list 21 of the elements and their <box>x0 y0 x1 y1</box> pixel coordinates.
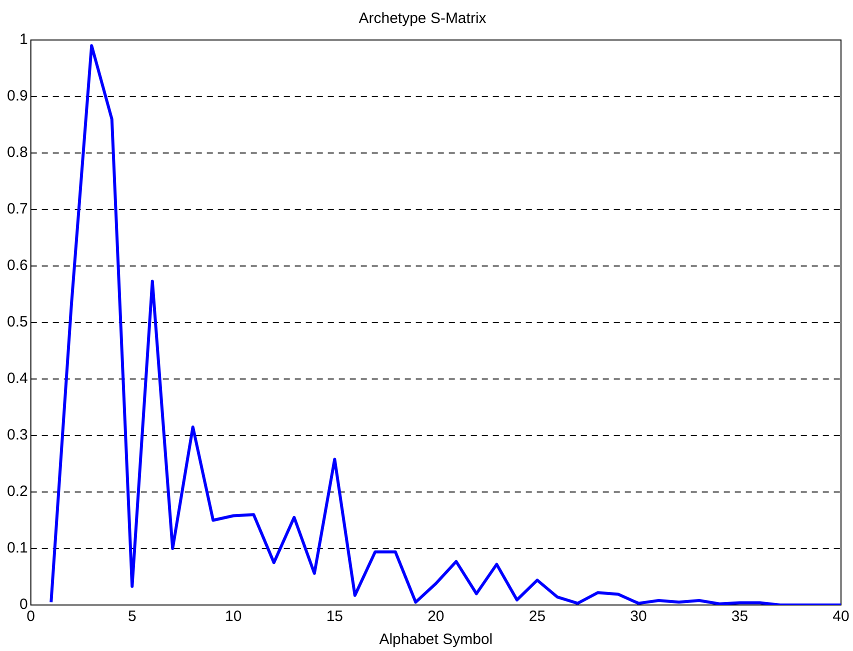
y-tick-label: 0.9 <box>6 88 28 105</box>
x-tick-label: 30 <box>630 608 647 626</box>
y-tick-label: 0.5 <box>6 314 28 331</box>
chart-title: Archetype S-Matrix <box>358 10 487 28</box>
x-tick-label: 40 <box>832 608 850 626</box>
y-tick-label: 0.1 <box>6 540 28 557</box>
y-tick-label: 0.8 <box>6 144 28 162</box>
y-tick-label: 0.7 <box>6 200 28 218</box>
y-tick-label: 0 <box>20 596 28 614</box>
x-tick-label: 5 <box>128 608 136 626</box>
x-tick-label: 10 <box>225 608 242 626</box>
y-tick-label: 0.3 <box>6 426 28 444</box>
x-tick-label: 20 <box>428 608 444 626</box>
x-axis-title: Alphabet Symbol <box>379 631 493 648</box>
y-tick-label: 1 <box>20 31 28 48</box>
x-tick-label: 25 <box>528 608 546 626</box>
x-tick-label: 15 <box>326 608 343 626</box>
y-tick-label: 0.6 <box>6 257 28 274</box>
x-tick-label: 35 <box>731 608 748 626</box>
y-tick-label: 0.4 <box>6 370 28 388</box>
y-tick-label: 0.2 <box>6 483 28 500</box>
